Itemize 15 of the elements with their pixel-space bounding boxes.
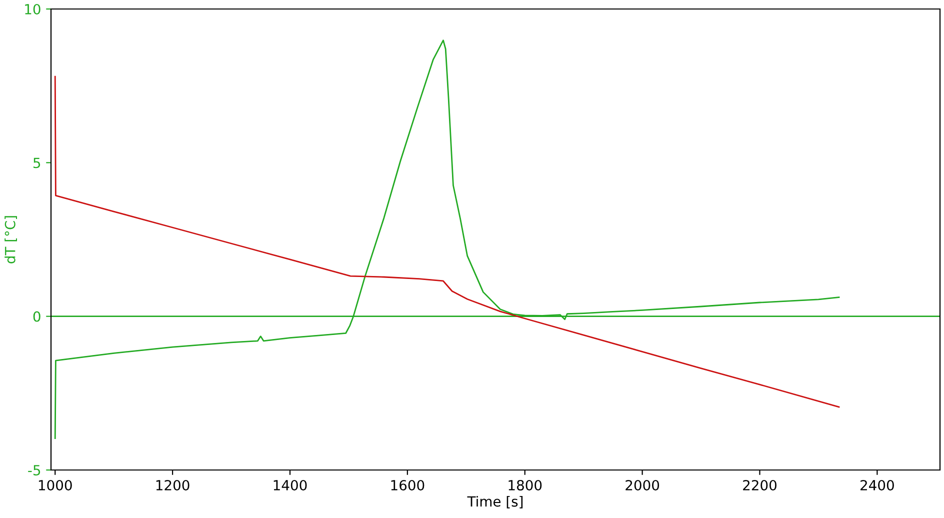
x-tick-label: 2000	[626, 480, 660, 490]
y-tick-label: 0	[33, 311, 40, 322]
x-tick-label: 2200	[743, 480, 776, 490]
x-tick-label: 1800	[508, 480, 542, 490]
line-series	[54, 76, 840, 408]
y-tick-label: 5	[34, 158, 40, 168]
y-axis-title: dT [°C]	[4, 216, 17, 264]
x-tick-label: 2400	[860, 480, 894, 490]
x-tick-label: 1600	[391, 480, 424, 490]
x-axis-title: Time [s]	[467, 496, 523, 508]
y-tick-label: 10	[25, 4, 40, 14]
y-tick-label: -5	[28, 465, 40, 476]
x-tick-label: 1000	[38, 480, 72, 490]
x-tick-label: 1400	[274, 480, 307, 490]
x-tick-label: 1200	[156, 480, 190, 490]
